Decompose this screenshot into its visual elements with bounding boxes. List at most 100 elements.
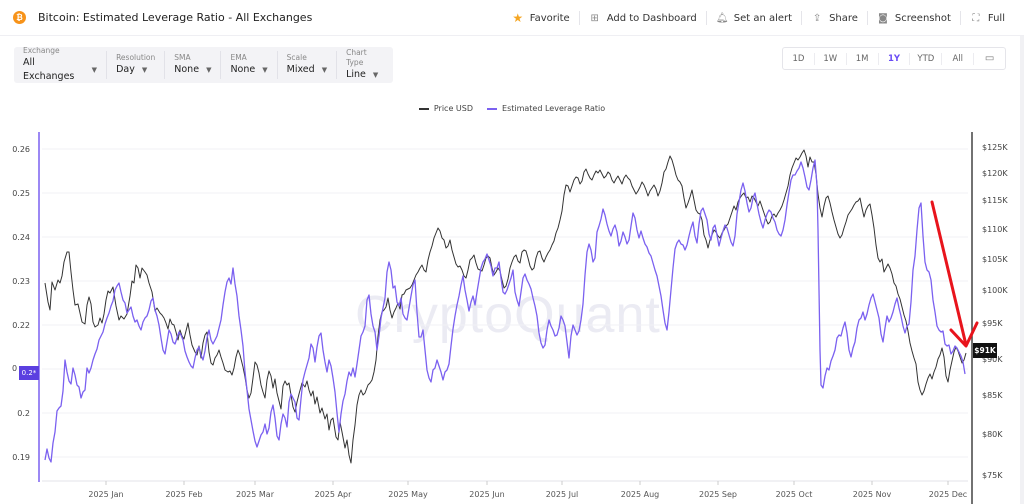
divider (866, 11, 868, 25)
svg-text:$115K: $115K (982, 196, 1008, 205)
scrollbar[interactable] (1020, 36, 1024, 504)
filter-label: EMA (230, 53, 247, 62)
svg-text:0.23: 0.23 (12, 277, 30, 286)
share-button[interactable]: ⇪ Share (802, 13, 867, 24)
right-axis-current-price-tag: $91K (973, 343, 997, 358)
ema-select[interactable]: EMA None ▼ (221, 51, 278, 79)
svg-text:2025 Mar: 2025 Mar (236, 490, 275, 499)
page-title: Bitcoin: Estimated Leverage Ratio - All … (38, 11, 313, 24)
calendar-icon: ▭ (984, 52, 995, 64)
caret-down-icon: ▼ (91, 66, 98, 74)
filter-value: Mixed (286, 64, 315, 75)
fullscreen-label: Full (987, 12, 1005, 24)
caret-down-icon: ▼ (141, 66, 148, 74)
set-alert-button[interactable]: 🔔︎ Set an alert (707, 13, 801, 24)
svg-text:$95K: $95K (982, 319, 1003, 328)
range-all[interactable]: All (942, 52, 975, 65)
filter-label: SMA (174, 53, 191, 62)
filter-value: None (230, 64, 256, 75)
range-1d[interactable]: 1D (783, 52, 815, 65)
resolution-select[interactable]: Resolution Day ▼ (107, 51, 166, 79)
chart-type-select[interactable]: Chart Type Line ▼ (337, 48, 393, 80)
top-bar: ₿ Bitcoin: Estimated Leverage Ratio - Al… (0, 0, 1024, 36)
range-ytd[interactable]: YTD (910, 52, 943, 65)
legend-leverage-ratio[interactable]: Estimated Leverage Ratio (487, 104, 605, 113)
share-label: Share (829, 12, 858, 24)
favorite-button[interactable]: ★ Favorite (503, 11, 579, 25)
svg-text:$85K: $85K (982, 391, 1003, 400)
right-axis: $125K $120K $115K $110K $105K $100K $95K… (971, 132, 1008, 504)
share-icon: ⇪ (812, 12, 822, 24)
filter-label: Scale (286, 53, 307, 62)
svg-text:2025 Jun: 2025 Jun (469, 490, 504, 499)
legend-swatch (487, 107, 498, 110)
chart-legend: Price USD Estimated Leverage Ratio (0, 104, 1024, 113)
time-range-selector: 1D 1W 1M 1Y YTD All ▭ (782, 47, 1006, 70)
caret-down-icon: ▼ (206, 66, 212, 74)
svg-text:0.22: 0.22 (12, 321, 30, 330)
svg-text:0.25: 0.25 (12, 189, 30, 198)
calendar-button[interactable]: ▭ (974, 53, 1005, 65)
divider (705, 11, 707, 25)
svg-text:$125K: $125K (982, 143, 1008, 152)
svg-text:0.26: 0.26 (12, 145, 30, 154)
svg-text:2025 May: 2025 May (388, 490, 428, 499)
x-axis: 2025 Jan 2025 Feb 2025 Mar 2025 Apr 2025… (42, 480, 968, 499)
filter-label: Exchange (23, 46, 60, 55)
divider (959, 11, 961, 25)
svg-text:$105K: $105K (982, 255, 1008, 264)
svg-text:2025 Nov: 2025 Nov (853, 490, 892, 499)
svg-text:2025 Jan: 2025 Jan (88, 490, 123, 499)
svg-text:$75K: $75K (982, 471, 1003, 480)
leverage-ratio-line (44, 159, 966, 463)
svg-text:2025 Dec: 2025 Dec (929, 490, 967, 499)
bell-icon: 🔔︎ (715, 12, 729, 24)
filter-label: Resolution (116, 53, 156, 62)
favorite-label: Favorite (529, 12, 570, 24)
svg-text:2025 Oct: 2025 Oct (776, 490, 813, 499)
fullscreen-icon: ⛶ (972, 12, 980, 24)
filter-bar: Exchange All Exchanges ▼ Resolution Day ▼ SM… (14, 46, 393, 83)
annotation-red-arrow (930, 200, 979, 348)
range-1w[interactable]: 1W (815, 52, 847, 65)
dashboard-add-icon: ⊞ (590, 12, 599, 24)
svg-text:2025 Aug: 2025 Aug (621, 490, 660, 499)
caret-down-icon: ▼ (321, 66, 328, 74)
svg-text:$100K: $100K (982, 286, 1008, 295)
left-axis-current-value-tag: 0.2* (19, 366, 39, 380)
range-1m[interactable]: 1M (847, 52, 879, 65)
set-alert-label: Set an alert (733, 12, 793, 24)
title-area: ₿ Bitcoin: Estimated Leverage Ratio - Al… (13, 11, 312, 24)
legend-label: Estimated Leverage Ratio (502, 104, 606, 113)
legend-price-usd[interactable]: Price USD (418, 104, 474, 113)
caret-down-icon: ▼ (262, 66, 268, 74)
caret-down-icon: ▼ (372, 71, 379, 79)
svg-text:$110K: $110K (982, 225, 1008, 234)
add-to-dashboard-button[interactable]: ⊞ Add to Dashboard (580, 13, 706, 24)
sma-select[interactable]: SMA None ▼ (165, 51, 222, 79)
legend-label: Price USD (433, 104, 474, 113)
bitcoin-icon: ₿ (13, 11, 26, 24)
line-chart[interactable]: 0.26 0.25 0.24 0.23 0.22 0.2 0.19 $125K … (0, 120, 1024, 504)
filter-value: Line (346, 69, 366, 80)
fullscreen-button[interactable]: ⛶ Full (961, 13, 1014, 24)
exchange-select[interactable]: Exchange All Exchanges ▼ (14, 46, 108, 82)
legend-swatch (418, 107, 429, 110)
filter-value: Day (116, 64, 135, 75)
svg-text:$80K: $80K (982, 430, 1003, 439)
svg-text:$120K: $120K (982, 169, 1008, 178)
price-usd-line (44, 149, 967, 464)
screenshot-button[interactable]: ◙ Screenshot (868, 13, 960, 24)
filter-value: All Exchanges (23, 57, 75, 82)
svg-text:$90K: $90K (982, 355, 1003, 364)
range-1y[interactable]: 1Y (879, 52, 911, 65)
star-icon: ★ (512, 11, 524, 25)
scale-select[interactable]: Scale Mixed ▼ (278, 51, 338, 79)
screenshot-label: Screenshot (894, 12, 951, 24)
left-axis-zero-label: 0 (12, 364, 18, 373)
camera-icon: ◙ (878, 12, 888, 24)
svg-text:2025 Apr: 2025 Apr (315, 490, 352, 499)
add-to-dashboard-label: Add to Dashboard (606, 12, 697, 24)
filter-label: Chart Type (346, 48, 367, 67)
svg-text:0.24: 0.24 (12, 233, 30, 242)
